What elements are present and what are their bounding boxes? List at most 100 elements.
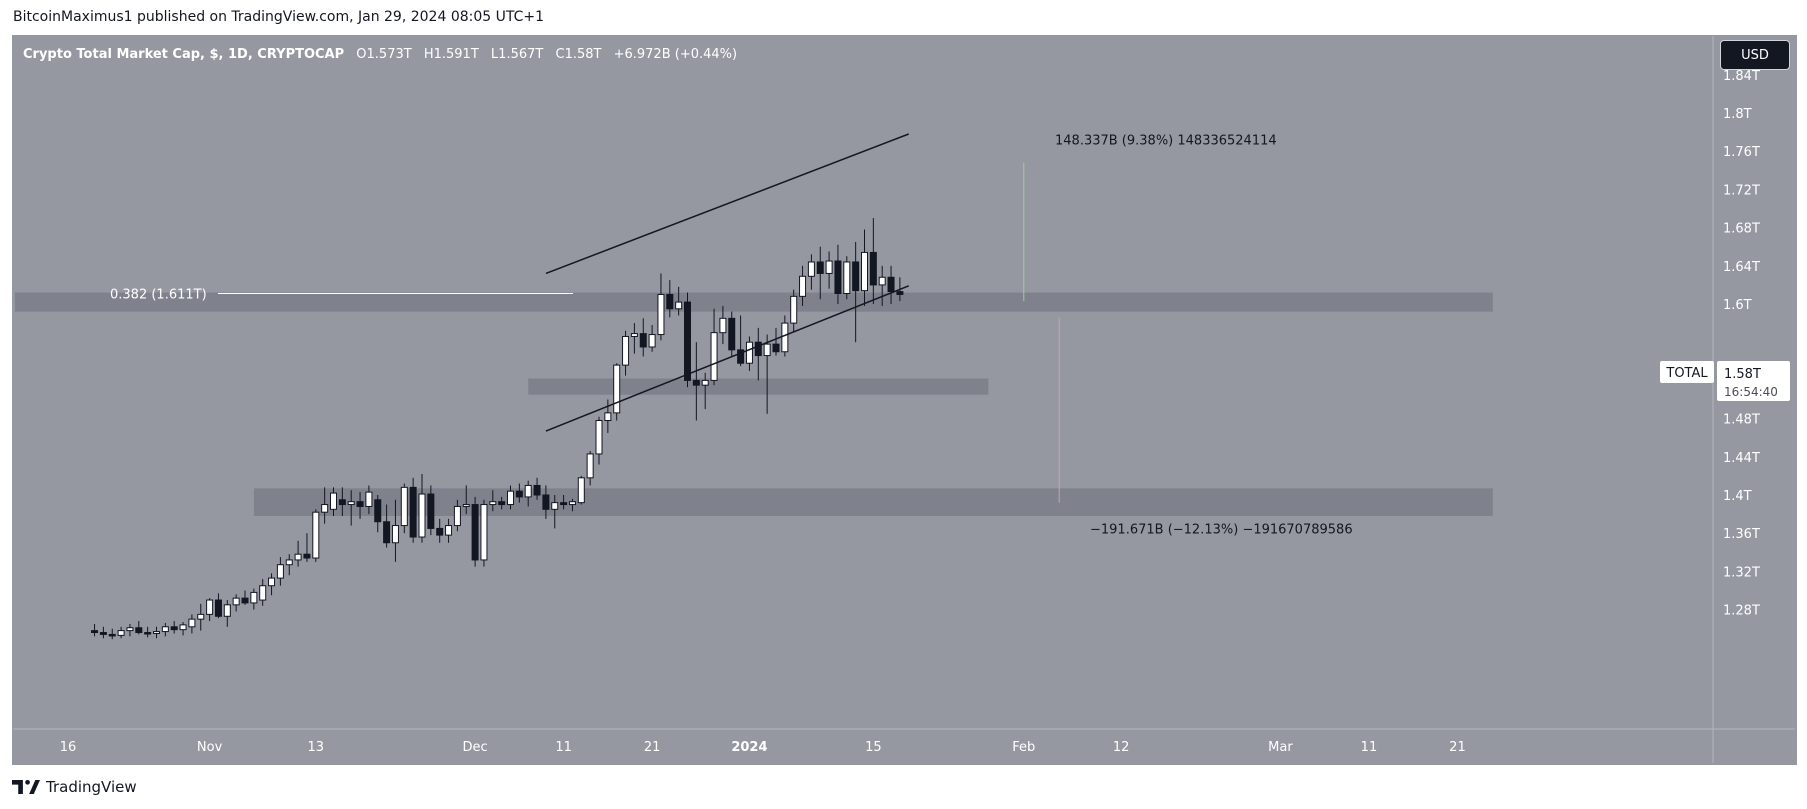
candle[interactable] [259,579,267,606]
candle[interactable] [126,623,134,637]
candle[interactable] [692,342,700,421]
candle[interactable] [595,416,603,465]
candle[interactable] [400,483,408,534]
candle[interactable] [312,509,320,562]
candle[interactable] [542,485,550,519]
candle[interactable] [825,251,833,289]
candle[interactable] [524,480,532,507]
candle[interactable] [613,363,621,421]
currency-button[interactable]: USD [1720,40,1790,70]
candle[interactable] [754,327,762,381]
candle[interactable] [471,496,479,567]
candle[interactable] [568,498,576,512]
candle-body [330,492,337,510]
candle[interactable] [551,495,559,529]
candle[interactable] [99,626,107,639]
candle[interactable] [737,315,745,367]
candle[interactable] [179,622,187,636]
candle[interactable] [498,496,506,510]
candle-body [250,591,258,604]
candle[interactable] [675,286,683,316]
candle[interactable] [622,330,630,376]
candle[interactable] [391,499,399,562]
candle[interactable] [657,273,665,341]
candle[interactable] [604,399,612,433]
candle[interactable] [330,487,337,517]
candle[interactable] [453,499,461,532]
candle[interactable] [878,265,886,306]
candle[interactable] [861,229,868,306]
candle[interactable] [356,492,364,519]
candle[interactable] [153,626,160,639]
candle[interactable] [214,593,222,619]
candle[interactable] [445,518,453,543]
candle[interactable] [763,334,771,414]
candle[interactable] [843,256,851,300]
candle[interactable] [365,485,373,515]
candle[interactable] [427,485,435,536]
candle[interactable] [834,244,842,304]
candle[interactable] [347,490,355,526]
candle[interactable] [276,557,284,586]
candle[interactable] [684,292,691,388]
candle[interactable] [338,487,346,517]
candle[interactable] [745,336,753,371]
candle[interactable] [816,246,824,300]
candle[interactable] [515,483,523,503]
candle[interactable] [418,473,426,543]
channel-lower-line[interactable] [545,285,910,432]
candle[interactable] [91,623,99,637]
candle[interactable] [489,490,497,512]
candle[interactable] [268,573,276,596]
candle[interactable] [507,485,514,510]
candle[interactable] [223,600,231,627]
candle[interactable] [462,485,470,515]
chart-frame[interactable] [12,35,1797,765]
candle[interactable] [294,540,302,567]
candle[interactable] [790,289,798,333]
candle[interactable] [533,477,541,500]
candle[interactable] [869,218,877,304]
candle[interactable] [383,504,391,548]
candle[interactable] [197,603,205,631]
candle[interactable] [799,265,807,306]
candle[interactable] [710,308,718,386]
candle[interactable] [586,451,594,486]
candle[interactable] [701,372,709,410]
candle[interactable] [852,241,860,343]
candle[interactable] [232,594,240,612]
candle[interactable] [108,628,116,640]
candle[interactable] [560,495,568,510]
candle[interactable] [728,311,736,357]
candle[interactable] [639,318,647,357]
candle[interactable] [409,477,417,543]
candle[interactable] [135,621,143,635]
candle[interactable] [577,475,585,505]
candle[interactable] [321,487,329,524]
candle[interactable] [887,265,895,304]
candle-body [568,501,576,506]
candle[interactable] [188,614,196,634]
candle[interactable] [206,598,214,622]
candle[interactable] [144,626,152,638]
candle[interactable] [719,305,727,345]
candle[interactable] [666,280,674,318]
candle[interactable] [374,495,382,533]
candle[interactable] [648,325,656,352]
channel-upper-line[interactable] [545,133,910,275]
candle-body [684,301,691,381]
candle[interactable] [161,622,169,637]
candle[interactable] [303,533,311,562]
candle[interactable] [436,518,444,543]
candle[interactable] [250,588,258,610]
candle[interactable] [170,621,178,634]
candle[interactable] [630,323,638,354]
candle[interactable] [117,626,125,639]
candle[interactable] [772,327,780,356]
candle[interactable] [480,499,488,567]
candle[interactable] [285,554,293,576]
footer-brand[interactable]: TradingView [12,778,137,796]
candle[interactable] [807,254,815,290]
candle[interactable] [241,590,249,605]
